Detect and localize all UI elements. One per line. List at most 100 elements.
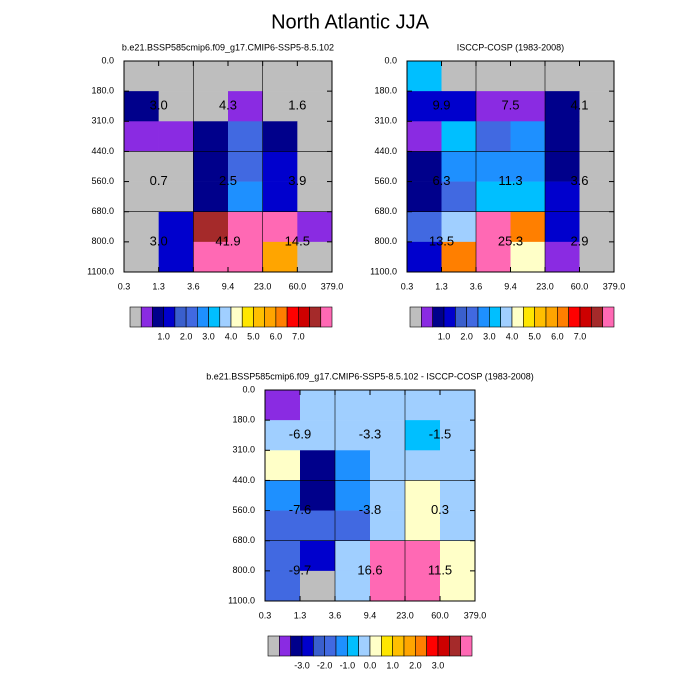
cell: [297, 91, 333, 122]
x-tick-label: 60.0: [571, 281, 589, 291]
cell: [407, 211, 442, 243]
cell: [193, 181, 229, 213]
region-value: 3.0: [150, 233, 168, 248]
colorbar-box: [437, 635, 450, 657]
colorbar-box: [455, 306, 467, 328]
colorbar-box: [197, 306, 209, 328]
colorbar-box: [421, 306, 433, 328]
cell: [335, 510, 371, 542]
region-value: 0.3: [431, 502, 449, 517]
colorbar-tick-label: -2.0: [317, 660, 333, 670]
colorbar-box: [500, 306, 513, 328]
colorbar-box: [241, 306, 254, 328]
cell: [300, 390, 336, 421]
cell: [545, 241, 580, 273]
colorbar-box: [298, 306, 310, 328]
x-tick-label: 60.0: [289, 281, 307, 291]
region-value: 41.9: [215, 233, 240, 248]
x-tick-label: 60.0: [431, 610, 449, 620]
y-tick-label: 180.0: [91, 86, 114, 96]
cell: [407, 91, 442, 122]
cell: [265, 390, 301, 421]
cell: [335, 450, 371, 481]
y-tick-label: 560.0: [91, 176, 114, 186]
region-value: -3.3: [359, 427, 381, 442]
cell: [370, 570, 406, 602]
panel-title: b.e21.BSSP585cmip6.f09_g17.CMIP6-SSP5-8.…: [122, 42, 334, 52]
cell: [407, 181, 442, 213]
cell: [265, 450, 301, 481]
colorbar-box: [392, 635, 405, 657]
cell: [579, 121, 615, 152]
colorbar-box: [313, 635, 325, 657]
x-tick-label: 1.3: [294, 610, 307, 620]
colorbar-box: [347, 635, 359, 657]
colorbar-box: [152, 306, 164, 328]
colorbar-tick-label: 2.0: [180, 331, 193, 341]
colorbar-box: [426, 635, 439, 657]
cell: [370, 390, 406, 421]
region-value: 16.6: [357, 562, 382, 577]
panel-title: ISCCP-COSP (1983-2008): [457, 42, 564, 52]
colorbar-tick-label: 5.0: [528, 331, 541, 341]
region-value: -9.7: [289, 562, 311, 577]
cell: [579, 61, 615, 92]
region-value: 2.5: [219, 173, 237, 188]
cell: [510, 61, 546, 92]
colorbar-box: [279, 635, 291, 657]
cell: [510, 241, 546, 273]
cell: [124, 91, 159, 122]
cell: [297, 241, 333, 273]
figure-title: North Atlantic JJA: [271, 11, 430, 33]
cell: [262, 151, 298, 182]
region-value: 3.6: [570, 173, 588, 188]
x-tick-label: 0.3: [259, 610, 272, 620]
cell: [440, 480, 476, 511]
colorbar-tick-label: 1.0: [157, 331, 170, 341]
cell: [579, 91, 615, 122]
cell: [407, 121, 442, 152]
region-value: -1.5: [429, 427, 451, 442]
cell: [579, 181, 615, 213]
y-tick-label: 1100.0: [87, 266, 114, 276]
cell: [262, 211, 298, 243]
cell: [124, 61, 159, 92]
y-tick-label: 0.0: [242, 384, 255, 394]
y-tick-label: 180.0: [232, 415, 255, 425]
region-value: 2.9: [570, 233, 588, 248]
panel-title: b.e21.BSSP585cmip6.f09_g17.CMIP6-SSP5-8.…: [206, 371, 534, 381]
region-value: 3.0: [150, 98, 168, 113]
cell: [545, 211, 580, 243]
colorbar-tick-label: 2.0: [409, 660, 422, 670]
cell: [124, 181, 159, 213]
cell: [405, 480, 441, 511]
cell: [405, 540, 441, 572]
colorbar-box: [253, 306, 265, 328]
colorbar-box: [449, 635, 461, 657]
cell: [297, 211, 333, 243]
cell: [124, 241, 159, 273]
region-value: 11.3: [498, 173, 522, 188]
x-tick-label: 1.3: [152, 281, 165, 291]
y-tick-label: 0.0: [101, 55, 114, 65]
cell: [265, 570, 301, 602]
colorbar-box: [290, 635, 303, 657]
cell: [405, 450, 441, 481]
y-tick-label: 560.0: [374, 176, 397, 186]
cell: [545, 61, 580, 92]
cell: [476, 181, 511, 213]
cell: [265, 510, 301, 542]
cell: [262, 121, 298, 152]
cell: [441, 121, 477, 152]
y-tick-label: 310.0: [232, 445, 255, 455]
cell: [193, 91, 229, 122]
y-tick-label: 1100.0: [228, 595, 255, 605]
cell: [441, 241, 477, 273]
cell: [124, 211, 159, 243]
y-tick-label: 1100.0: [370, 266, 397, 276]
x-tick-label: 0.3: [401, 281, 414, 291]
cell: [370, 480, 406, 511]
x-tick-label: 23.0: [254, 281, 272, 291]
region-value: -6.9: [289, 427, 311, 442]
cell: [158, 61, 194, 92]
